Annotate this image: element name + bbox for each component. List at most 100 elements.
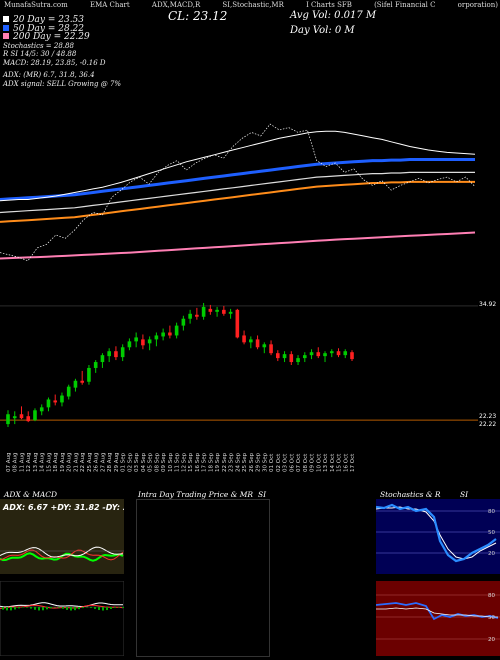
candle-body: [235, 309, 240, 338]
candle-body: [134, 337, 138, 342]
candle-body: [53, 400, 58, 403]
price-top-label: 34.92: [479, 301, 496, 308]
date-tick-label: 12 Aug: [26, 453, 32, 473]
candle-body: [329, 351, 334, 354]
date-tick-label: 01 Oct: [269, 453, 275, 472]
date-tick-label: 14 Aug: [40, 453, 46, 473]
candle-body: [296, 358, 300, 363]
rsi-value: R SI 14/5: 30 / 48.88: [3, 50, 77, 58]
macd-histogram-bar: [114, 607, 116, 608]
adx-macd-panel: ADX & MACD ADX: 6.67 +DY: 31.82 -DY: 36.…: [0, 489, 124, 660]
candle-body: [269, 344, 273, 354]
date-tick-label: 14 Oct: [330, 453, 336, 472]
candle-body: [93, 362, 98, 368]
ema-lines: [0, 123, 476, 262]
adx-panel-title: ADX & MACD: [4, 490, 58, 499]
ema200-row: 200 Day = 22.29: [3, 33, 121, 42]
macd-histogram-bar: [2, 607, 4, 610]
ema20-line: [0, 130, 476, 202]
date-tick-label: 13 Aug: [33, 453, 39, 473]
macd-histogram-bar: [62, 607, 64, 609]
macd-histogram-bar: [10, 607, 12, 611]
header-part: EMA Chart: [89, 1, 130, 9]
stoch-tick-label: 20: [488, 551, 495, 557]
date-tick-label: 22 Aug: [80, 453, 86, 473]
date-tick-label: 07 Aug: [6, 453, 12, 473]
ema200-label: 200 Day = 22.29: [13, 32, 90, 42]
date-tick-label: 25 Aug: [87, 453, 93, 473]
date-tick-label: 26 Aug: [94, 453, 100, 473]
ema-legend: 20 Day = 23.53 50 Day = 28.22 200 Day = …: [3, 16, 121, 88]
candle-body: [12, 416, 17, 419]
date-tick-label: 01 Sep: [121, 452, 127, 472]
candle-body: [282, 354, 287, 359]
macd-histogram-bar: [106, 607, 108, 611]
candle-body: [316, 352, 321, 357]
macd-histogram-bar: [38, 607, 40, 611]
macd-histogram-bar: [110, 607, 112, 609]
ema100-line: [0, 180, 475, 223]
macd-histogram-bar: [14, 607, 16, 610]
candle-body: [262, 344, 267, 348]
candle-body: [195, 314, 199, 317]
candle-body: [161, 332, 165, 337]
macd-histogram-bar: [98, 607, 100, 611]
chart-header: MunafaSutra.com EMA Chart ADX,MACD,R SI,…: [4, 1, 498, 9]
macd-line: [0, 602, 123, 608]
stochastics-value: Stochastics = 28.88: [3, 41, 74, 50]
ema20-label: 20 Day = 23.53: [13, 15, 85, 25]
macd-histogram-bar: [118, 607, 120, 608]
header-part: (Sifel Financial C: [374, 1, 436, 9]
price-bottom-label: 22.23: [479, 413, 496, 420]
stoch-tick-label: 50: [488, 530, 495, 536]
candle-body: [66, 386, 71, 397]
candle-body: [174, 325, 179, 336]
price-bottom-label: 22.22: [479, 421, 496, 428]
candle-body: [100, 355, 105, 363]
candle-body: [141, 339, 145, 346]
ema200-line: [0, 231, 476, 260]
candle-body: [323, 353, 327, 357]
rsi-tick-label: 20: [488, 637, 495, 643]
date-tick-label: 17 Sep: [202, 452, 208, 472]
day-volume-label: Day Vol: 0 M: [290, 25, 355, 36]
date-tick-label: 29 Aug: [114, 453, 120, 473]
main-price-chart: 07 Aug 08 Aug 11 Aug 12 Aug 13 Aug 14 Aug 15 A…: [0, 123, 496, 473]
intraday-panel-title2: SI: [258, 490, 267, 499]
macd-histogram-bar: [90, 607, 92, 608]
macd-signal-line: [0, 604, 124, 609]
macd-histogram-bar: [70, 607, 72, 611]
date-tick-label: 21 Aug: [73, 453, 79, 473]
macd-chart: [0, 581, 124, 656]
candle-body: [188, 313, 192, 319]
date-tick-label: 26 Sep: [249, 452, 255, 472]
date-tick-label: 15 Aug: [46, 453, 52, 473]
date-tick-label: 09 Oct: [310, 453, 316, 472]
date-tick-label: 02 Sep: [127, 452, 133, 472]
macd-histogram-bar: [102, 607, 104, 611]
date-tick-label: 02 Oct: [276, 453, 282, 472]
stoch-tick-label: 80: [488, 509, 495, 515]
candle-body: [302, 355, 307, 359]
ema50-swatch: [3, 24, 9, 31]
stoch-k-line: [376, 503, 497, 563]
date-tick-label: 05 Sep: [148, 452, 154, 472]
ema50-label: 50 Day = 28.22: [13, 23, 85, 34]
header-part: MunafaSutra.com: [4, 1, 68, 9]
stoch-panel-title2: SI: [460, 490, 469, 499]
header-part: ADX,MACD,R: [151, 1, 201, 9]
date-tick-label: 03 Sep: [134, 452, 140, 472]
candle-body: [120, 347, 125, 358]
macd-histogram-bar: [86, 607, 88, 608]
stochastics-chart: 80 50 20: [376, 499, 500, 574]
date-tick-label: 28 Aug: [107, 453, 113, 473]
date-tick-label: 15 Oct: [337, 453, 343, 472]
candle-body: [255, 339, 260, 348]
macd-histogram-bar: [122, 607, 124, 608]
candle-body: [201, 306, 206, 317]
stoch-panel-title: Stochastics & R: [380, 490, 441, 499]
date-tick-label: 04 Sep: [141, 452, 147, 472]
header-part: SI,Stochastic,MR: [222, 1, 284, 9]
macd-histogram-bar: [82, 607, 84, 609]
macd-histogram-bar: [58, 607, 60, 608]
